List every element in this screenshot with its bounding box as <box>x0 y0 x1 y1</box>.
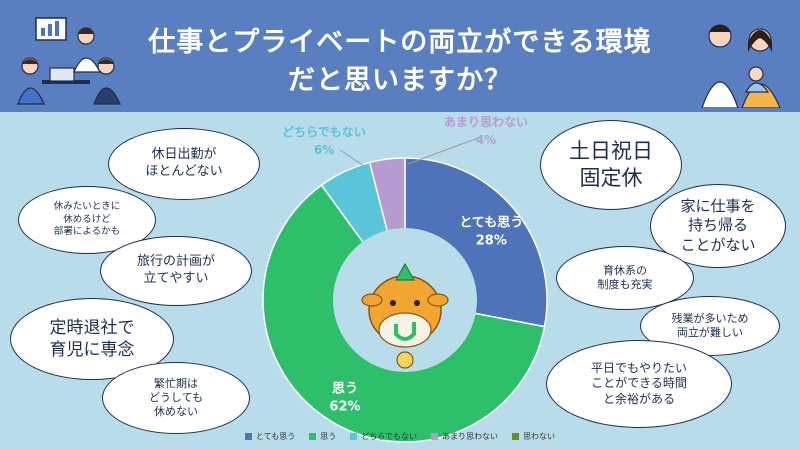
legend-swatch <box>512 432 520 440</box>
comment-bubble: 繁忙期は どうしても 休めない <box>102 362 250 434</box>
legend-item: 思わない <box>512 431 555 442</box>
slice-value-label: 28% <box>476 234 507 249</box>
legend-item: あまり思わない <box>431 431 498 442</box>
comment-bubble: 育休系の 制度も充実 <box>556 246 694 310</box>
legend-label: 思わない <box>523 431 556 441</box>
slice-value-label: 4% <box>476 133 496 147</box>
comment-bubble: 休みたいときに 休めるけど 部署によるかも <box>18 186 156 254</box>
header-banner: 仕事とプライベートの両立ができる環境 だと思いますか？ <box>0 0 800 112</box>
legend-swatch <box>431 432 439 440</box>
page-title-line1: 仕事とプライベートの両立ができる環境 <box>148 27 652 58</box>
slice-category-label: 思う <box>332 382 358 397</box>
slice-value-label: 6% <box>314 143 334 157</box>
legend-item: とても思う <box>244 431 296 442</box>
slice-category-label: とても思う <box>459 216 523 231</box>
slice-value-label: 62% <box>329 400 360 415</box>
legend-item: どちらでもない <box>350 431 417 442</box>
legend-swatch <box>350 432 358 440</box>
legend-item: 思う <box>309 431 336 442</box>
legend-label: どちらでもない <box>361 431 418 441</box>
legend-label: とても思う <box>255 431 296 441</box>
label-leader-line <box>339 149 365 167</box>
chart-legend: とても思う 思う どちらでもない あまり思わない 思わない <box>0 428 800 444</box>
comment-bubble: 旅行の計画が 立てやすい <box>100 236 252 306</box>
slice-category-label: どちらでもない <box>282 125 366 139</box>
cow-mascot-illustration <box>361 262 449 369</box>
page-title-line2: だと思いますか？ <box>288 65 512 96</box>
comment-bubble: 平日でもやりたい ことができる時間 と余裕がある <box>546 340 732 428</box>
family-illustration <box>701 24 781 108</box>
legend-swatch <box>309 432 317 440</box>
legend-label: 思う <box>320 431 337 441</box>
comment-bubble: 土日祝日 固定休 <box>540 120 682 210</box>
legend-swatch <box>244 432 252 440</box>
label-leader-line <box>407 137 479 165</box>
slice-category-label: あまり思わない <box>444 115 528 129</box>
comment-bubble: 休日出勤が ほとんどない <box>108 128 260 200</box>
legend-label: あまり思わない <box>442 431 499 441</box>
office-workers-illustration <box>17 17 121 105</box>
